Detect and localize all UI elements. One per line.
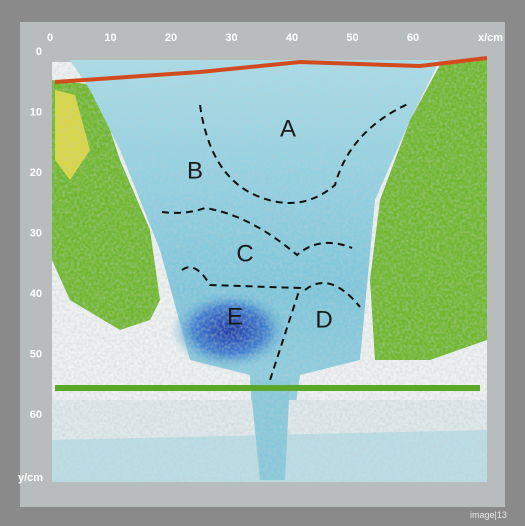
y-axis-label: y/cm [18,472,43,484]
region-label: C [236,240,253,267]
region-label: A [280,115,296,142]
x-tick-label: 60 [407,32,419,44]
image [52,56,488,482]
region-label: E [227,303,243,330]
x-tick-label: 10 [104,32,116,44]
x-axis-label: x/cm [478,32,503,44]
y-tick-label: 30 [30,227,42,239]
watermark: image|13 [470,510,507,520]
x-tick-label: 0 [47,32,53,44]
region-boundaries [161,102,411,381]
y-tick-label: 60 [30,409,42,421]
x-tick-label: 20 [165,32,177,44]
y-tick-label: 50 [30,348,42,360]
region-label: B [187,157,203,184]
x-tick-label: 50 [346,32,358,44]
y-tick-label: 0 [36,46,42,58]
region-label: D [315,306,332,333]
y-tick-label: 20 [30,167,42,179]
y-tick-label: 10 [30,106,42,118]
x-tick-label: 40 [286,32,298,44]
y-tick-label: 40 [30,288,42,300]
x-tick-label: 30 [225,32,237,44]
